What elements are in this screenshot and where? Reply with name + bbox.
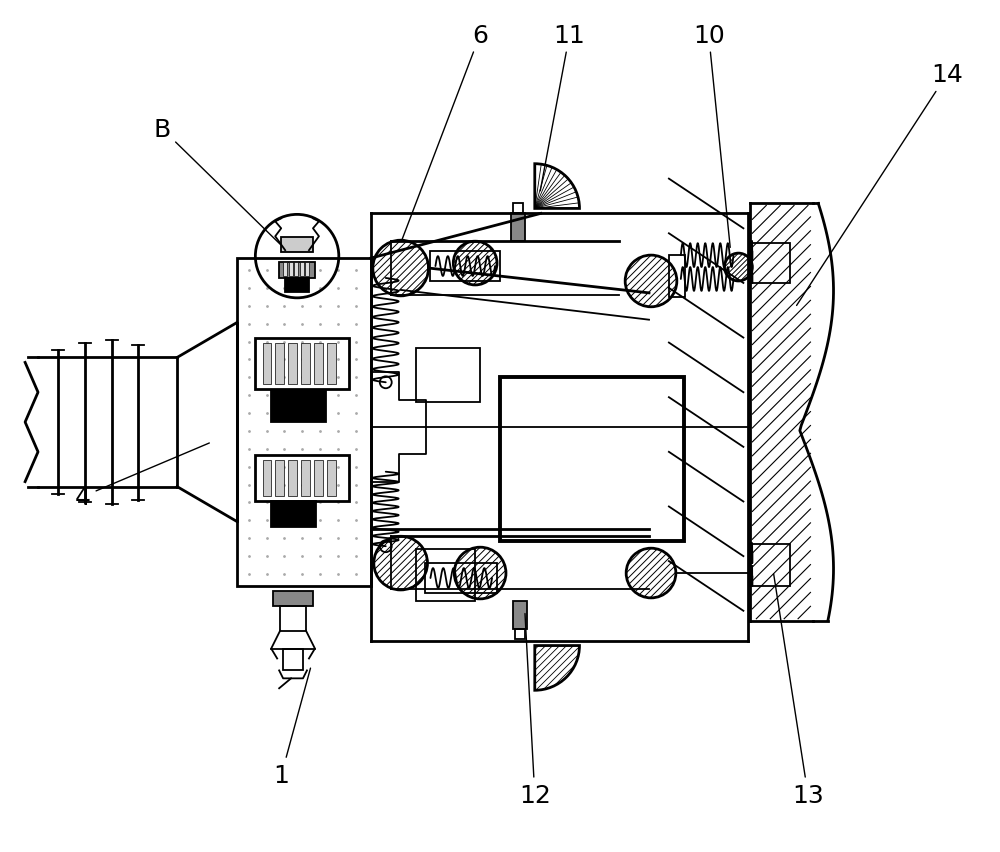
Bar [255, 338, 349, 389]
Text: 4: 4 [75, 443, 209, 509]
Bar [279, 262, 315, 279]
Bar [255, 456, 349, 501]
Text: 13: 13 [774, 574, 824, 807]
Bar [294, 262, 298, 277]
Bar [750, 544, 790, 586]
Bar [280, 606, 306, 631]
Bar [289, 262, 293, 277]
Text: 11: 11 [540, 24, 585, 192]
Bar [305, 262, 309, 277]
Bar [271, 502, 316, 527]
Bar [511, 214, 525, 242]
Bar [416, 550, 475, 602]
Bar [283, 262, 287, 277]
Bar [273, 591, 313, 606]
Bar [263, 460, 271, 496]
Bar [263, 343, 271, 385]
Bar [416, 348, 480, 403]
Bar [237, 259, 371, 586]
Bar [513, 204, 523, 214]
Bar [750, 244, 790, 284]
Bar [288, 343, 297, 385]
Bar [300, 262, 304, 277]
Text: 6: 6 [402, 24, 488, 241]
Bar [327, 343, 336, 385]
Bar [513, 602, 527, 629]
Text: 1: 1 [273, 668, 311, 786]
Bar [271, 391, 326, 423]
Bar [285, 279, 309, 292]
Bar [515, 629, 525, 639]
Bar [430, 252, 500, 282]
Bar [301, 343, 310, 385]
Bar [327, 460, 336, 496]
Bar [669, 256, 685, 297]
Bar [314, 343, 323, 385]
Bar [425, 563, 497, 593]
Bar [314, 460, 323, 496]
Text: 10: 10 [693, 24, 730, 248]
Bar [301, 460, 310, 496]
Bar [283, 648, 303, 671]
Bar [275, 343, 284, 385]
Text: 14: 14 [797, 63, 963, 306]
Text: 12: 12 [519, 613, 551, 807]
Bar [500, 378, 684, 542]
Bar [288, 460, 297, 496]
Text: B: B [154, 118, 280, 245]
Bar [281, 238, 313, 253]
Bar [275, 460, 284, 496]
